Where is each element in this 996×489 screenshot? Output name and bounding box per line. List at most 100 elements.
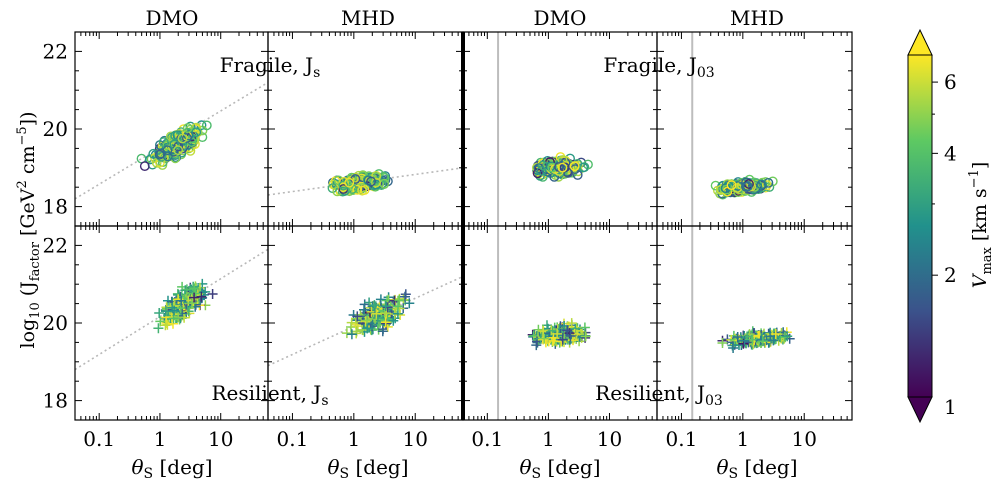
data-point <box>185 124 195 135</box>
data-point <box>169 305 180 316</box>
data-point <box>148 148 159 159</box>
data-point <box>782 331 793 342</box>
data-point <box>371 308 382 319</box>
data-point <box>380 317 391 328</box>
data-point <box>182 123 193 133</box>
y-tick-label: 18 <box>43 389 68 413</box>
colorbar-label: Vmax [km s−1] <box>967 162 995 289</box>
data-point <box>189 283 200 294</box>
x-tick-label: 10 <box>791 427 816 451</box>
data-point <box>181 133 192 143</box>
axes-layer: 18 20 22 18 20 22 0.1 1 10 0.1 1 10 0.1 1 10 0.1 1 10 <box>43 31 853 451</box>
data-point <box>762 180 772 191</box>
x-tick-label: 0.1 <box>277 427 309 451</box>
x-tick-label: 10 <box>402 427 427 451</box>
data-point <box>346 329 357 340</box>
points-fragile-j03-mhd <box>710 174 778 200</box>
data-point <box>746 181 757 192</box>
panels-layer <box>75 32 795 420</box>
y-tick-label: 22 <box>43 233 68 257</box>
x-tick-label: 0.1 <box>666 427 698 451</box>
data-point <box>154 308 165 318</box>
data-point <box>139 161 150 172</box>
data-point <box>547 162 558 173</box>
data-point <box>388 315 399 326</box>
data-point <box>207 289 218 299</box>
panel-resilient-js-mhd <box>268 275 463 367</box>
data-point <box>734 340 744 350</box>
data-point <box>173 145 184 156</box>
panel-fragile-j03-mhd <box>691 32 778 226</box>
x-tick-label: 1 <box>736 427 749 451</box>
data-point <box>366 176 376 187</box>
colorbar-tick-label: 6 <box>944 70 957 94</box>
panel-resilient-j03-mhd <box>691 226 795 420</box>
points-resilient-js-mhd <box>341 289 415 340</box>
data-point <box>747 334 758 345</box>
data-point <box>352 184 363 195</box>
data-point <box>757 336 768 347</box>
data-point <box>180 285 191 296</box>
data-point <box>565 331 576 341</box>
data-point <box>538 160 548 171</box>
data-point <box>720 183 731 194</box>
y-tick-label: 20 <box>43 117 68 141</box>
data-point <box>372 313 383 323</box>
data-point <box>187 298 197 309</box>
data-point <box>739 335 750 346</box>
panel-fragile-j03-dmo <box>497 32 593 226</box>
data-point <box>380 301 391 312</box>
data-point <box>763 177 774 188</box>
column-title-mhd-2: MHD <box>730 6 784 30</box>
data-point <box>770 329 781 339</box>
points-resilient-j03-dmo <box>527 318 591 351</box>
data-point <box>760 337 771 348</box>
data-point <box>154 149 165 160</box>
colorbar: 1 2 4 6 Vmax [km s−1] <box>907 28 995 424</box>
data-point <box>400 289 411 300</box>
panel-fragile-js-dmo <box>75 81 268 200</box>
data-point <box>742 181 753 192</box>
data-point <box>394 303 405 314</box>
data-point <box>176 295 187 306</box>
panel-resilient-j03-dmo <box>497 226 591 420</box>
colorbar-ticks: 1 2 4 6 <box>932 70 957 419</box>
data-point <box>377 326 388 337</box>
x-tick-label: 0.1 <box>471 427 503 451</box>
points-fragile-js-dmo <box>136 120 212 172</box>
panel-title-fragile-j03: Fragile, J03 <box>603 53 714 81</box>
data-point <box>539 333 550 344</box>
x-axis-label-4: θS [deg] <box>716 455 797 482</box>
y-tick-label: 22 <box>43 39 68 63</box>
points-resilient-j03-mhd <box>717 326 795 353</box>
data-point <box>717 338 728 348</box>
data-point <box>538 334 549 345</box>
data-point <box>352 311 363 322</box>
trend-line <box>268 275 463 367</box>
data-point <box>394 295 405 306</box>
data-point <box>538 326 549 337</box>
x-tick-label: 1 <box>542 427 555 451</box>
x-tick-label: 0.1 <box>83 427 115 451</box>
y-tick-label: 20 <box>43 311 68 335</box>
data-point <box>327 183 338 194</box>
colorbar-bottom-extend <box>907 396 933 424</box>
colorbar-tick-label: 4 <box>944 141 957 165</box>
data-point <box>360 316 371 327</box>
x-tick-label: 10 <box>597 427 622 451</box>
panel-title-resilient-js: Resilient, Js <box>211 381 328 409</box>
colorbar-gradient <box>907 54 933 398</box>
data-point <box>158 137 169 148</box>
data-point <box>536 165 547 176</box>
data-point <box>155 316 166 327</box>
data-point <box>569 328 580 339</box>
data-point <box>580 331 591 342</box>
data-point <box>196 291 207 302</box>
data-point <box>728 343 739 353</box>
data-point <box>572 170 583 180</box>
x-tick-label: 10 <box>208 427 233 451</box>
data-point <box>562 325 573 336</box>
data-point <box>359 304 369 315</box>
column-title-dmo-2: DMO <box>534 6 587 30</box>
